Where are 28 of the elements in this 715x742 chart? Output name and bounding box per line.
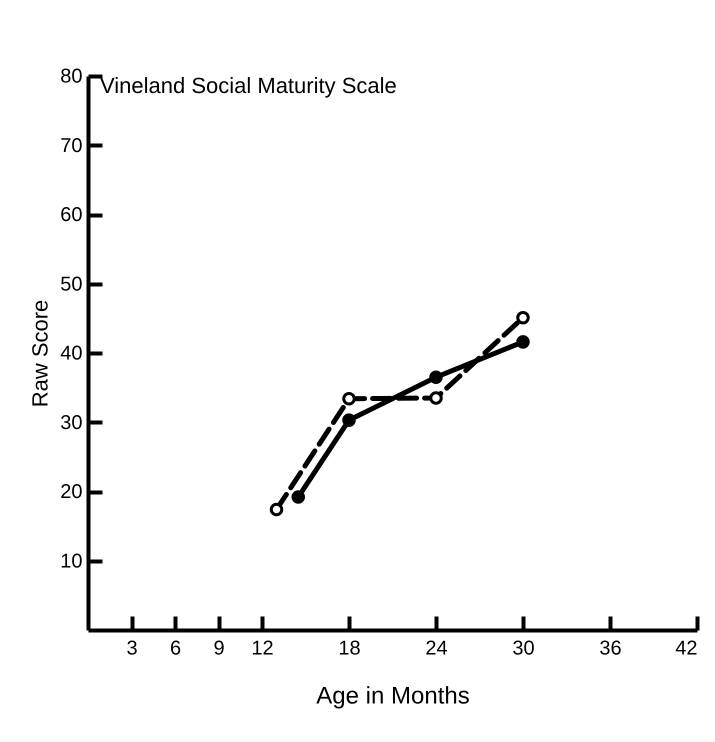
- y-tick-label: 20: [60, 481, 82, 503]
- point: [292, 490, 305, 504]
- point: [429, 370, 443, 384]
- point: [516, 335, 530, 349]
- point: [270, 502, 284, 516]
- y-tick-label: 60: [60, 204, 82, 226]
- x-tick-label: 9: [213, 638, 225, 660]
- x-tick-label: 36: [599, 638, 622, 660]
- point: [429, 391, 443, 405]
- point: [342, 392, 356, 406]
- y-tick-label: 30: [60, 412, 82, 434]
- x-tick-label: 42: [675, 638, 698, 660]
- point: [342, 413, 356, 427]
- x-tick-label: 18: [338, 638, 361, 660]
- y-tick-label: 70: [60, 134, 82, 157]
- x-tick-label: 12: [251, 638, 274, 660]
- chart-title: Vineland Social Maturity Scale: [100, 73, 397, 98]
- x-tick-label: 3: [126, 638, 138, 660]
- x-tick-label: 30: [512, 638, 535, 660]
- y-tick-label: 80: [60, 66, 82, 88]
- x-tick-label: 24: [425, 638, 448, 660]
- y-tick-label: 10: [60, 550, 82, 572]
- point: [516, 310, 530, 324]
- y-axis-title: Raw Score: [27, 300, 52, 408]
- x-tick-label: 6: [170, 638, 182, 660]
- x-axis-title: Age in Months: [316, 682, 470, 710]
- y-tick-label: 50: [60, 273, 82, 296]
- y-tick-label: 40: [60, 342, 82, 364]
